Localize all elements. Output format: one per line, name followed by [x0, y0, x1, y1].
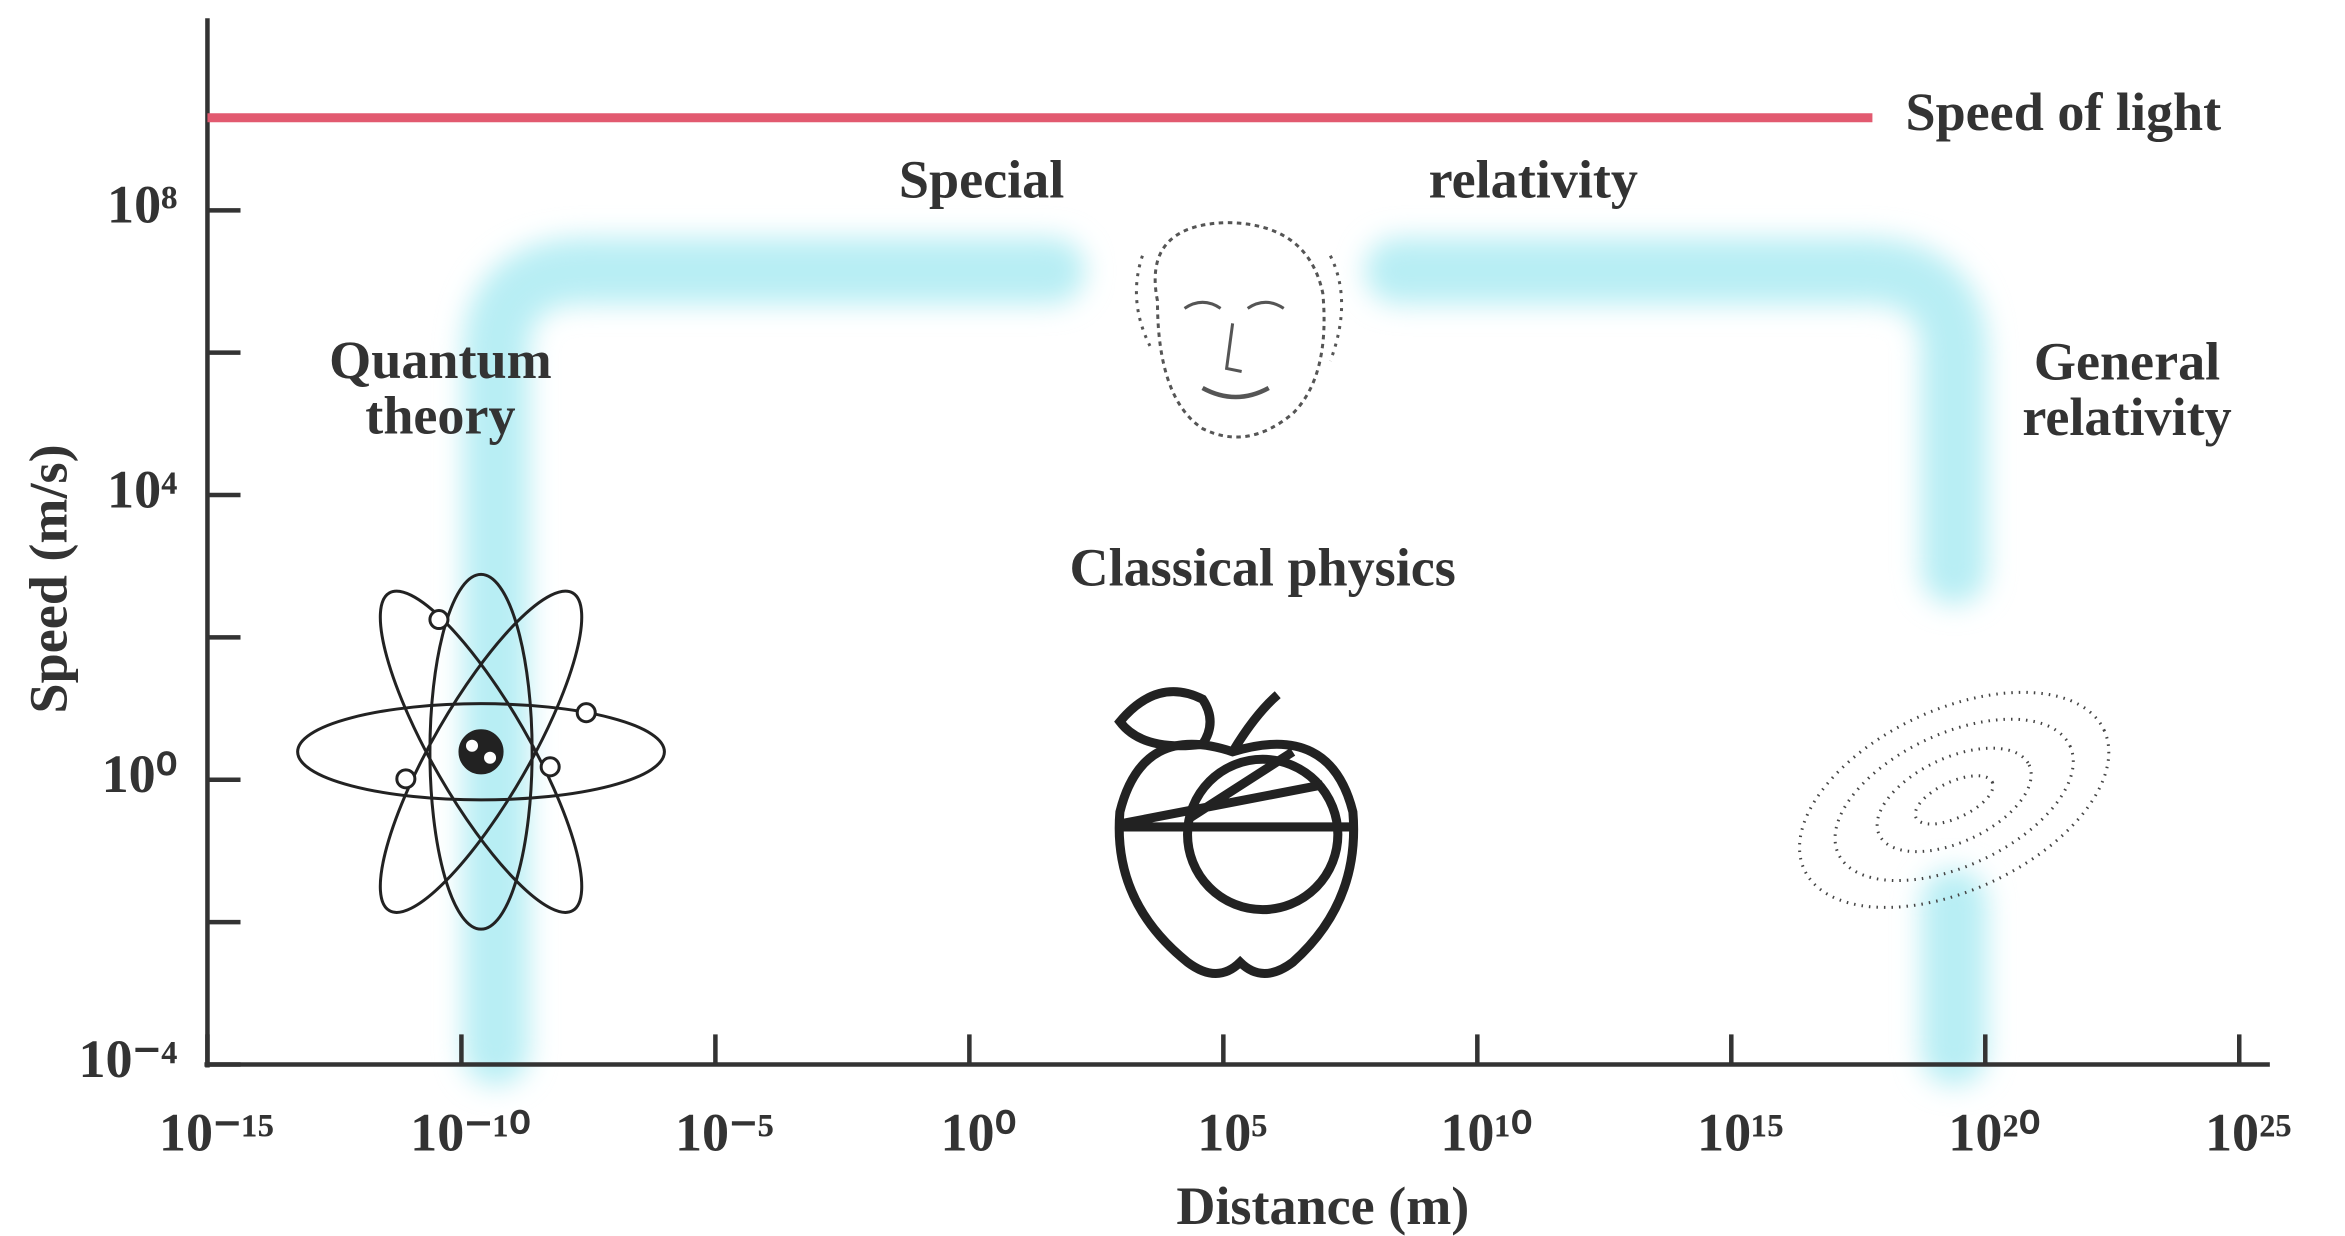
- y-tick-label: 10⁴: [107, 459, 177, 519]
- regime-boundary: [496, 271, 1954, 1053]
- einstein-sketch: [1136, 223, 1341, 437]
- y-tick-label: 10⁻⁴: [78, 1029, 177, 1089]
- x-tick-label: 10⁻⁵: [675, 1103, 774, 1163]
- speed-of-light-label: Speed of light: [1905, 82, 2221, 142]
- x-tick-label: 10¹⁵: [1697, 1103, 1784, 1163]
- x-tick-label: 10⁰: [940, 1103, 1016, 1163]
- chart: Distance (m) Speed (m/s) 10⁻¹⁵ 10⁻¹⁰ 10⁻⁵ 1…: [0, 0, 2345, 1236]
- region-label: General: [2034, 331, 2220, 391]
- apple-icon: [1119, 692, 1353, 974]
- x-tick-label: 10⁻¹⁰: [410, 1103, 531, 1163]
- page: Distance (m) Speed (m/s) 10⁻¹⁵ 10⁻¹⁰ 10⁻⁵ 1…: [0, 0, 2345, 1236]
- x-tick-label: 10²⁵: [2205, 1103, 2292, 1163]
- region-label: relativity: [2022, 387, 2231, 447]
- y-tick-label: 10⁰: [102, 744, 178, 804]
- region-label: theory: [365, 386, 515, 446]
- x-tick-label: 10²⁰: [1948, 1103, 2040, 1163]
- x-axis-title: Distance (m): [1176, 1176, 1469, 1236]
- region-label: Classical physics: [1070, 537, 1456, 597]
- y-tick-label: 10⁸: [107, 175, 177, 235]
- region-label: Quantum: [329, 330, 552, 390]
- region-label: relativity: [1429, 149, 1638, 209]
- y-axis-title: Speed (m/s): [19, 444, 79, 713]
- x-tick-label: 10⁵: [1197, 1103, 1267, 1163]
- region-label: Special: [899, 149, 1064, 209]
- x-tick-label: 10¹⁰: [1440, 1103, 1532, 1163]
- x-tick-label: 10⁻¹⁵: [159, 1103, 274, 1163]
